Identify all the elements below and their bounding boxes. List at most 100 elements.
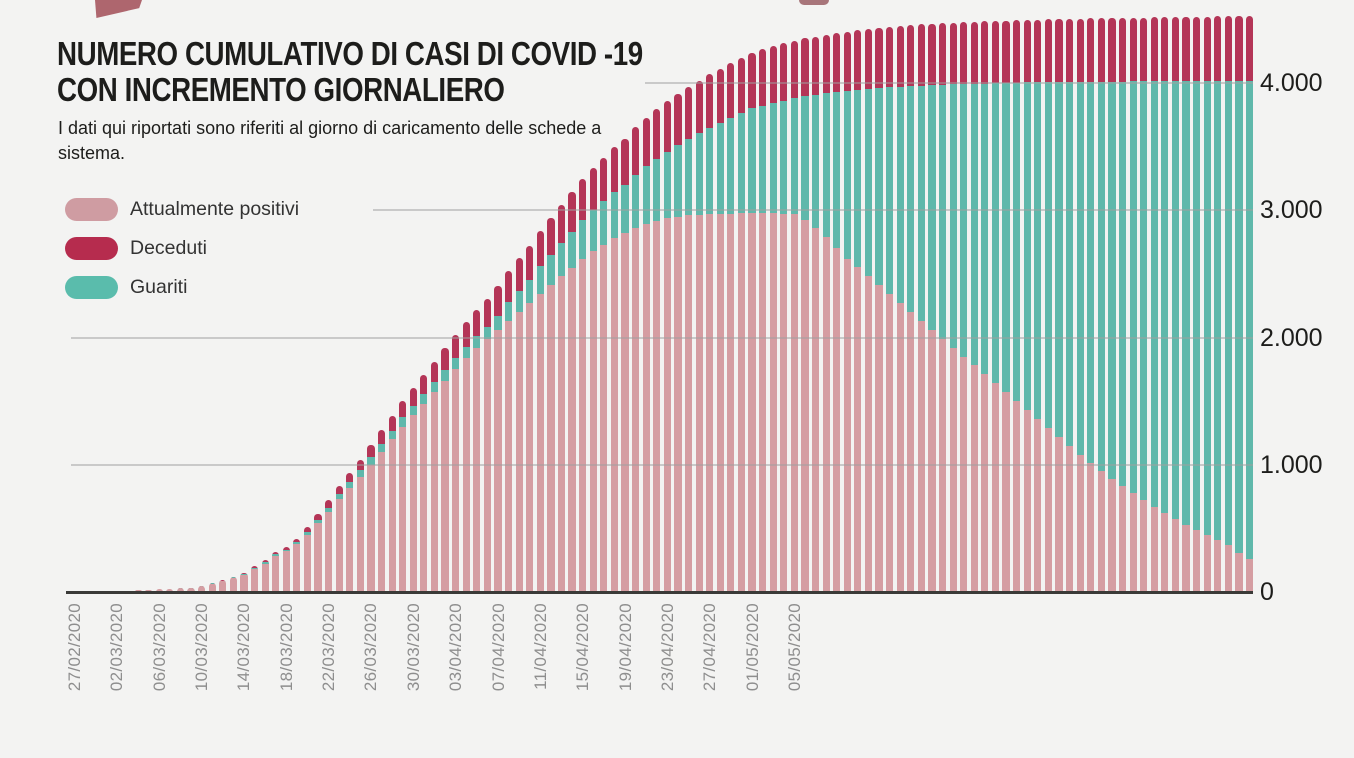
bar[interactable] [1087, 18, 1095, 592]
bar[interactable] [377, 430, 386, 592]
bar[interactable] [1193, 16, 1201, 592]
bar[interactable] [1203, 16, 1211, 592]
bar[interactable] [864, 29, 873, 592]
bar[interactable] [1129, 17, 1137, 592]
bar[interactable] [282, 546, 290, 592]
bar[interactable] [1002, 20, 1010, 592]
bar[interactable] [1055, 19, 1063, 592]
bar[interactable] [515, 258, 523, 592]
bar[interactable] [822, 34, 830, 592]
bar[interactable] [494, 286, 502, 592]
bar[interactable] [356, 459, 364, 592]
bar[interactable] [1097, 18, 1105, 592]
bar[interactable] [632, 127, 640, 592]
bar[interactable] [843, 31, 851, 592]
bar[interactable] [526, 246, 534, 592]
bar[interactable] [399, 401, 407, 592]
bar[interactable] [600, 157, 608, 592]
bar[interactable] [1044, 19, 1052, 592]
bar[interactable] [420, 374, 428, 592]
bar[interactable] [388, 415, 396, 592]
bar[interactable] [367, 444, 375, 592]
bar[interactable] [991, 21, 1000, 592]
bar[interactable] [695, 80, 703, 592]
bar[interactable] [250, 566, 259, 592]
bar[interactable] [261, 559, 269, 592]
bar[interactable] [145, 589, 153, 592]
bar[interactable] [155, 588, 163, 592]
bar[interactable] [314, 513, 322, 592]
bar[interactable] [706, 74, 714, 592]
bar[interactable] [886, 27, 894, 592]
bar[interactable] [917, 24, 925, 592]
bar[interactable] [949, 22, 957, 592]
bar[interactable] [748, 52, 756, 592]
bar[interactable] [642, 117, 650, 592]
bar[interactable] [536, 230, 544, 592]
bar[interactable] [970, 21, 978, 592]
bar[interactable] [579, 179, 587, 592]
bar[interactable] [854, 30, 862, 592]
bar[interactable] [293, 538, 301, 592]
bar[interactable] [325, 500, 333, 592]
bar[interactable] [653, 109, 661, 592]
bar[interactable] [1224, 16, 1232, 592]
bar[interactable] [557, 204, 566, 592]
bar[interactable] [684, 87, 693, 592]
bar[interactable] [981, 21, 989, 592]
bar[interactable] [346, 472, 354, 592]
bar[interactable] [938, 23, 947, 592]
bar[interactable] [219, 579, 227, 592]
bar[interactable] [208, 582, 216, 592]
bar[interactable] [1140, 17, 1148, 592]
bar[interactable] [1171, 17, 1180, 592]
bar[interactable] [759, 49, 767, 592]
bar[interactable] [272, 552, 280, 592]
bar[interactable] [452, 334, 460, 592]
bar[interactable] [737, 57, 746, 592]
bar[interactable] [833, 32, 841, 592]
bar[interactable] [1118, 18, 1127, 592]
bar[interactable] [547, 217, 555, 592]
bar[interactable] [462, 321, 470, 592]
bar[interactable] [166, 589, 174, 592]
bar[interactable] [1214, 16, 1222, 592]
bar[interactable] [1182, 16, 1190, 592]
bar[interactable] [1076, 18, 1084, 592]
bar[interactable] [928, 23, 936, 592]
bar[interactable] [663, 101, 671, 592]
bar[interactable] [674, 94, 682, 592]
bar[interactable] [483, 298, 491, 592]
bar[interactable] [1065, 18, 1074, 592]
bar[interactable] [610, 147, 619, 592]
bar[interactable] [1245, 15, 1254, 592]
bar[interactable] [790, 40, 798, 592]
bar[interactable] [441, 348, 449, 592]
bar[interactable] [1108, 18, 1116, 592]
bar[interactable] [240, 572, 248, 592]
bar[interactable] [1013, 20, 1021, 592]
bar[interactable] [187, 587, 195, 592]
bar[interactable] [1023, 19, 1031, 592]
bar[interactable] [198, 585, 206, 592]
bar[interactable] [504, 270, 513, 592]
bar[interactable] [473, 309, 481, 592]
bar[interactable] [176, 588, 185, 592]
bar[interactable] [960, 22, 968, 592]
bar[interactable] [1235, 16, 1243, 592]
bar[interactable] [1034, 19, 1042, 592]
bar[interactable] [568, 192, 576, 592]
bar[interactable] [780, 43, 788, 592]
bar[interactable] [875, 28, 883, 592]
bar[interactable] [907, 25, 915, 592]
bar[interactable] [896, 26, 904, 592]
bar[interactable] [727, 63, 735, 592]
bar[interactable] [229, 576, 237, 592]
bar[interactable] [716, 68, 724, 592]
bar[interactable] [769, 46, 777, 592]
bar[interactable] [589, 167, 597, 592]
bar[interactable] [621, 138, 629, 592]
bar[interactable] [430, 361, 439, 592]
bar[interactable] [409, 388, 417, 592]
bar[interactable] [1161, 17, 1169, 592]
